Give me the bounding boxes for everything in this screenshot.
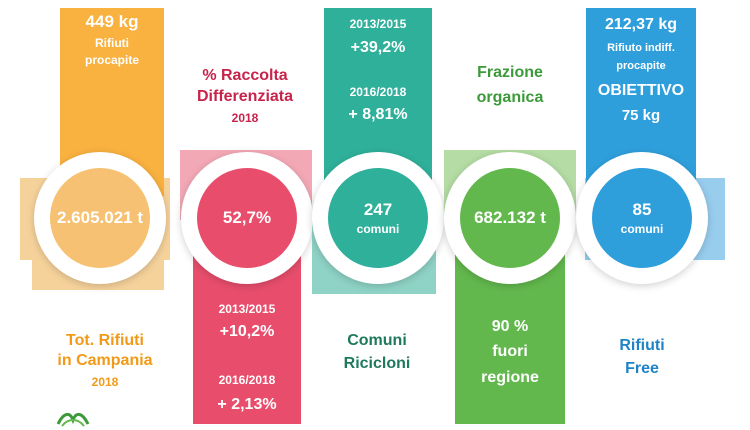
col4-bottom-line2: fuori bbox=[492, 343, 528, 360]
col2-circle-value: 52,7% bbox=[222, 208, 272, 227]
col2-stat2-period: 2016/2018 bbox=[218, 373, 276, 387]
col3-disc: 247 comuni bbox=[328, 168, 428, 268]
col5-bottom-line1: Rifiuti bbox=[619, 337, 665, 354]
col1-bottom-line2: in Campania bbox=[57, 352, 153, 369]
col3-stat1-period: 2013/2015 bbox=[349, 17, 407, 31]
regione-campania-logo-icon bbox=[56, 413, 90, 427]
col4-bottom-line1: 90 % bbox=[491, 318, 529, 335]
col1-bottom-year: 2018 bbox=[91, 375, 119, 389]
col5-bottom-line2: Free bbox=[625, 360, 659, 377]
col1-top-line2: procapite bbox=[84, 53, 139, 67]
col5-circle-unit: comuni bbox=[620, 222, 664, 236]
col5-top-line3: OBIETTIVO bbox=[597, 82, 685, 99]
col2-stat1-value: +10,2% bbox=[219, 323, 275, 340]
col4-disc: 682.132 t bbox=[460, 168, 560, 268]
col3-stat2-value: + 8,81% bbox=[348, 106, 408, 123]
col2-title-line1: % Raccolta bbox=[202, 67, 288, 84]
col1-top-value: 449 kg bbox=[85, 12, 139, 31]
col5-top-line1: Rifiuto indiff. bbox=[607, 42, 675, 54]
col4-circle-value: 682.132 t bbox=[474, 208, 546, 227]
col1-circle-value: 2.605.021 t bbox=[56, 208, 143, 227]
col2-stat2-value: + 2,13% bbox=[217, 396, 277, 413]
col3-circle-value: 247 bbox=[363, 200, 393, 219]
col5-top-line4: 75 kg bbox=[621, 107, 661, 124]
col3-stat1-value: +39,2% bbox=[350, 39, 406, 56]
col5-top-line2: procapite bbox=[616, 60, 666, 72]
col1-bottom-line1: Tot. Rifiuti bbox=[66, 332, 144, 349]
col4-bottom-line3: regione bbox=[481, 369, 539, 386]
col3-bottom-line2: Ricicloni bbox=[343, 355, 411, 372]
col2-title-line2: Differenziata bbox=[196, 88, 294, 105]
col5-disc: 85 comuni bbox=[592, 168, 692, 268]
col4-title-line2: organica bbox=[476, 89, 544, 106]
col5-circle-value: 85 bbox=[632, 200, 652, 219]
col5-top-value: 212,37 kg bbox=[604, 16, 678, 33]
col1-top-line1: Rifiuti bbox=[95, 36, 129, 50]
col3-circle-unit: comuni bbox=[356, 222, 400, 236]
col3-bottom-line1: Comuni bbox=[347, 332, 407, 349]
col4-title-line1: Frazione bbox=[477, 64, 543, 81]
col1-disc: 2.605.021 t bbox=[50, 168, 150, 268]
col3-stat2-period: 2016/2018 bbox=[349, 85, 407, 99]
col2-disc: 52,7% bbox=[197, 168, 297, 268]
col2-stat1-period: 2013/2015 bbox=[218, 302, 276, 316]
col2-title-year: 2018 bbox=[231, 111, 259, 125]
